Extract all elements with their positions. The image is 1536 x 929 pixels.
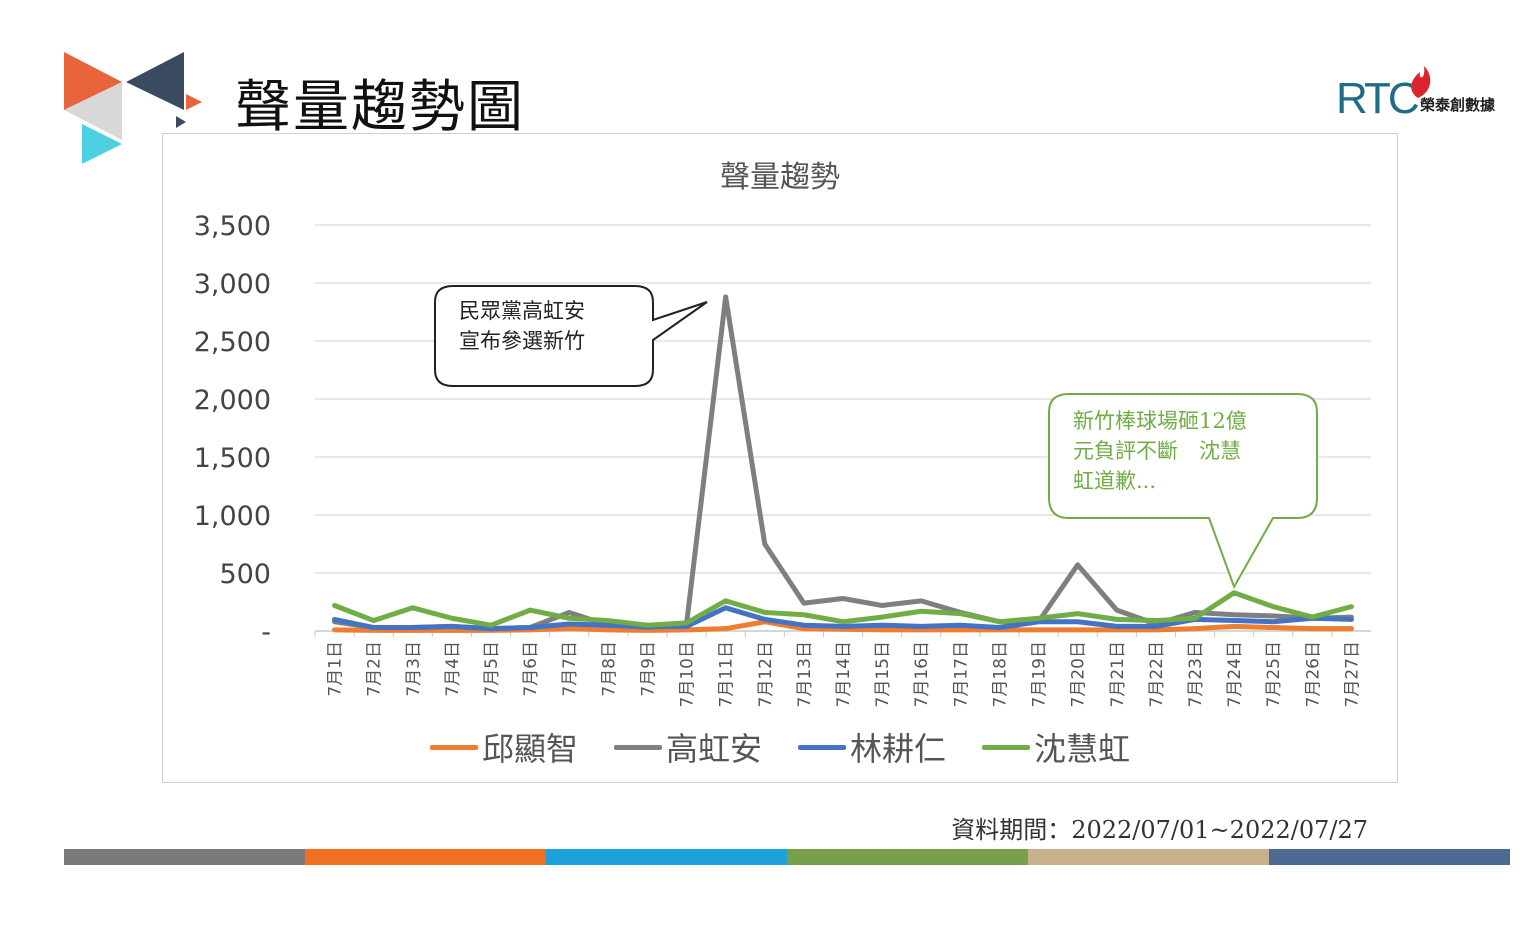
- x-tick-label-22: 7月23日: [1186, 641, 1206, 707]
- annotation-1-line-2: 宣布參選新竹: [459, 329, 585, 353]
- legend-label-1: 高虹安: [665, 730, 762, 768]
- x-tick-label-7: 7月8日: [599, 641, 619, 697]
- page-title: 聲量趨勢圖: [235, 75, 525, 140]
- x-tick-label-0: 7月1日: [326, 641, 346, 697]
- y-tick-label-4: 2,000: [194, 385, 271, 416]
- brand-logo: RTC 榮泰創數據: [1336, 64, 1516, 123]
- y-tick-label-1: 500: [219, 559, 271, 590]
- annotation-2-line-3: 虹道歉...: [1073, 469, 1157, 493]
- company-logo-icon: [64, 52, 202, 164]
- legend-label-3: 沈慧虹: [1034, 730, 1131, 768]
- annotation-2-text: 新竹棒球場砸12億 元負評不斷 沈慧 虹道歉...: [1073, 406, 1293, 496]
- x-tick-label-8: 7月9日: [638, 641, 658, 697]
- bottom-bar-segment-2: [546, 849, 787, 865]
- brand-rtc-text: RTC: [1336, 74, 1420, 123]
- x-tick-label-20: 7月21日: [1108, 641, 1128, 707]
- x-tick-label-24: 7月25日: [1264, 641, 1284, 707]
- x-tick-label-23: 7月24日: [1225, 641, 1245, 707]
- logo-dark-triangle: [126, 52, 184, 110]
- bottom-color-bar: [64, 849, 1510, 865]
- x-tick-label-15: 7月16日: [912, 641, 932, 707]
- x-tick-label-25: 7月26日: [1303, 641, 1323, 707]
- x-tick-label-26: 7月27日: [1342, 641, 1362, 707]
- x-tick-label-6: 7月7日: [560, 641, 580, 697]
- annotation-2-bubble: [1048, 393, 1318, 590]
- legend-item-1: 高虹安: [613, 724, 762, 770]
- x-tick-label-1: 7月2日: [365, 641, 385, 697]
- y-tick-label-6: 3,000: [194, 269, 271, 300]
- y-tick-label-2: 1,000: [194, 501, 271, 532]
- x-tick-label-19: 7月20日: [1069, 641, 1089, 707]
- legend-swatch-1: [613, 744, 662, 750]
- legend-swatch-3: [982, 744, 1031, 750]
- chart-frame: - 500 1,000 1,500 2,000 2,500 3,000 3,500 7月1日 7月…: [162, 133, 1398, 783]
- chart-title: 聲量趨勢: [720, 160, 840, 195]
- legend-label-0: 邱顯智: [481, 730, 578, 768]
- line-chart: - 500 1,000 1,500 2,000 2,500 3,000 3,500 7月1日 7月…: [194, 211, 1371, 707]
- annotation-1-text: 民眾黨高虹安 宣布參選新竹: [459, 296, 659, 356]
- annotation-1-bubble: [434, 285, 708, 387]
- legend-item-2: 林耕仁: [798, 724, 946, 770]
- x-tick-label-18: 7月19日: [1030, 641, 1050, 707]
- logo-small-dark-triangle: [176, 116, 186, 128]
- legend-swatch-2: [798, 744, 846, 750]
- brand-name-text: 榮泰創數據: [1420, 96, 1496, 114]
- legend-label-2: 林耕仁: [850, 730, 947, 768]
- logo-gray-triangle: [64, 82, 122, 140]
- y-tick-label-3: 1,500: [194, 443, 271, 474]
- y-tick-label-0: -: [261, 617, 271, 648]
- logo-orange-triangle: [64, 52, 122, 110]
- legend-item-3: 沈慧虹: [982, 724, 1130, 770]
- logo-small-orange-triangle: [186, 94, 202, 110]
- x-tick-label-9: 7月10日: [678, 641, 698, 707]
- bottom-bar-segment-5: [1269, 849, 1510, 865]
- data-period: 資料期間：2022/07/01~2022/07/27: [951, 816, 1368, 844]
- chart-legend: 邱顯智 高虹安 林耕仁 沈慧虹: [163, 724, 1397, 770]
- y-tick-label-5: 2,500: [194, 327, 271, 358]
- x-tick-label-2: 7月3日: [404, 641, 424, 697]
- x-tick-label-21: 7月22日: [1147, 641, 1167, 707]
- x-tick-label-16: 7月17日: [951, 641, 971, 707]
- x-tick-label-14: 7月15日: [873, 641, 893, 707]
- series-line-2: [332, 605, 1354, 632]
- annotation-2-line-2: 元負評不斷 沈慧: [1073, 439, 1241, 463]
- x-tick-label-4: 7月5日: [482, 641, 502, 697]
- brand-flame-icon: [1411, 66, 1431, 98]
- x-tick-label-11: 7月12日: [756, 641, 776, 707]
- legend-item-0: 邱顯智: [429, 724, 578, 770]
- x-tick-label-17: 7月18日: [990, 641, 1010, 707]
- logo-cyan-triangle: [82, 124, 122, 164]
- bottom-bar-segment-1: [305, 849, 546, 865]
- bottom-bar-segment-3: [787, 849, 1028, 865]
- y-tick-label-7: 3,500: [194, 211, 271, 242]
- annotation-1-line-1: 民眾黨高虹安: [459, 299, 585, 323]
- annotation-2-line-1: 新竹棒球場砸12億: [1073, 409, 1247, 433]
- bottom-bar-segment-0: [64, 849, 305, 865]
- bottom-bar-segment-4: [1028, 849, 1269, 865]
- x-tick-label-12: 7月13日: [795, 641, 815, 707]
- x-tick-label-13: 7月14日: [834, 641, 854, 707]
- x-tick-label-10: 7月11日: [717, 641, 737, 707]
- legend-swatch-0: [429, 744, 478, 750]
- x-tick-label-3: 7月4日: [443, 641, 463, 697]
- x-tick-label-5: 7月6日: [521, 641, 541, 697]
- series-line-3: [332, 590, 1354, 628]
